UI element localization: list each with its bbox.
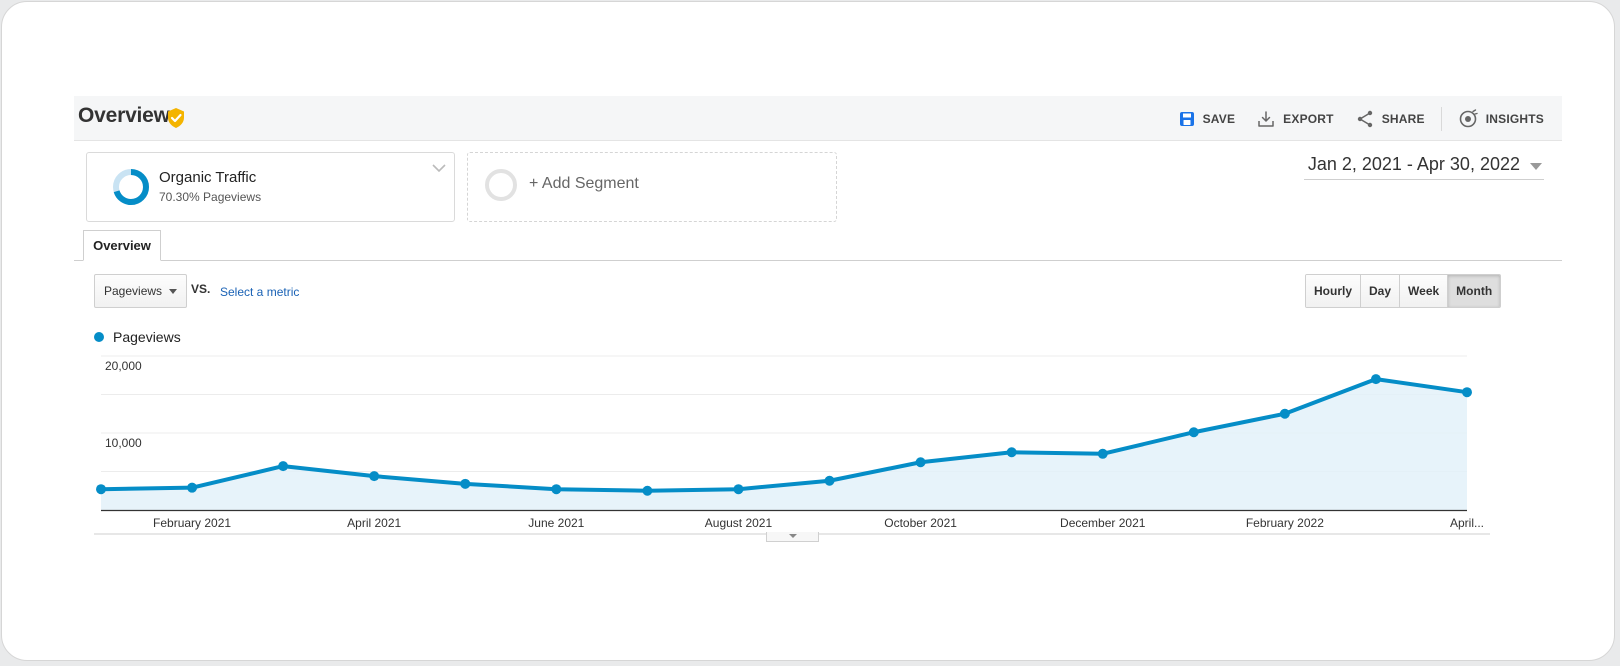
granularity-hourly[interactable]: Hourly xyxy=(1306,275,1362,307)
data-point xyxy=(460,478,471,489)
caret-down-icon xyxy=(1530,163,1542,170)
granularity-month[interactable]: Month xyxy=(1448,275,1501,307)
data-point xyxy=(1279,408,1290,419)
metric-dropdown[interactable]: Pageviews xyxy=(94,274,187,308)
data-point xyxy=(1370,374,1381,385)
date-range-picker[interactable]: Jan 2, 2021 - Apr 30, 2022 xyxy=(1303,154,1544,180)
chart-collapse-handle[interactable] xyxy=(766,532,819,542)
metric-dropdown-label: Pageviews xyxy=(104,284,163,298)
y-tick-label: 20,000 xyxy=(105,359,142,373)
report-header: Overview SAVE xyxy=(74,96,1562,141)
insights-icon xyxy=(1459,109,1478,128)
legend-label: Pageviews xyxy=(113,329,181,345)
data-point xyxy=(1006,447,1017,458)
granularity-day[interactable]: Day xyxy=(1361,275,1401,307)
add-segment-button[interactable]: + Add Segment xyxy=(467,152,837,222)
tab-bar-line xyxy=(74,260,1562,261)
data-point xyxy=(915,457,926,468)
data-point xyxy=(642,485,653,496)
data-point xyxy=(1462,387,1472,398)
data-point xyxy=(824,475,835,486)
chart-legend: Pageviews xyxy=(94,329,181,345)
save-icon xyxy=(1179,112,1194,126)
share-icon xyxy=(1357,110,1372,128)
share-button[interactable]: SHARE xyxy=(1356,110,1425,128)
vs-label: VS. xyxy=(191,282,211,296)
add-segment-circle-icon xyxy=(485,169,517,201)
x-tick-label: October 2021 xyxy=(884,516,957,530)
save-button[interactable]: SAVE xyxy=(1179,111,1236,127)
save-label: SAVE xyxy=(1202,112,1236,126)
data-point xyxy=(96,484,106,495)
granularity-toggle: Hourly Day Week Month xyxy=(1305,274,1502,308)
x-tick-label: August 2021 xyxy=(705,516,773,530)
data-point xyxy=(187,482,198,493)
add-segment-label: + Add Segment xyxy=(529,175,639,192)
analytics-panel: Overview SAVE xyxy=(74,96,1562,566)
insights-button[interactable]: INSIGHTS xyxy=(1458,109,1544,129)
segment-donut-icon xyxy=(113,169,149,205)
segment-subtitle: 70.30% Pageviews xyxy=(159,190,262,204)
data-point xyxy=(1188,427,1199,438)
data-point xyxy=(278,461,289,472)
report-actions: SAVE EXPORT SHARE xyxy=(1157,106,1544,132)
data-point xyxy=(733,484,744,495)
data-point xyxy=(551,484,562,495)
granularity-week[interactable]: Week xyxy=(1400,275,1449,307)
tab-overview[interactable]: Overview xyxy=(83,230,161,261)
download-icon xyxy=(1258,111,1274,127)
data-point xyxy=(369,471,380,482)
x-tick-label: February 2022 xyxy=(1246,516,1324,530)
y-tick-label: 10,000 xyxy=(105,436,142,450)
verified-badge-icon xyxy=(168,108,184,128)
chevron-down-icon[interactable] xyxy=(432,163,446,173)
x-tick-label: February 2021 xyxy=(153,516,231,530)
data-point xyxy=(1097,448,1108,459)
x-tick-label: April... xyxy=(1450,516,1484,530)
x-tick-label: June 2021 xyxy=(528,516,584,530)
share-label: SHARE xyxy=(1381,112,1425,126)
segment-name: Organic Traffic xyxy=(159,169,257,186)
x-tick-label: December 2021 xyxy=(1060,516,1146,530)
select-metric-link[interactable]: Select a metric xyxy=(220,285,300,299)
export-button[interactable]: EXPORT xyxy=(1257,110,1334,128)
actions-divider xyxy=(1440,107,1442,131)
pageviews-chart: 20,000 10,000 February 2021 April 2021 June … xyxy=(94,355,1490,535)
segment-organic-traffic[interactable]: Organic Traffic 70.30% Pageviews xyxy=(86,152,455,222)
insights-label: INSIGHTS xyxy=(1485,112,1544,126)
series-area xyxy=(101,379,1467,510)
caret-down-icon xyxy=(169,289,177,294)
legend-dot xyxy=(94,332,104,342)
x-tick-label: April 2021 xyxy=(347,516,401,530)
series-line xyxy=(100,377,1468,493)
export-label: EXPORT xyxy=(1283,112,1334,126)
caret-down-icon xyxy=(789,534,797,538)
page-title: Overview xyxy=(78,104,170,127)
date-range-label: Jan 2, 2021 - Apr 30, 2022 xyxy=(1307,154,1520,174)
